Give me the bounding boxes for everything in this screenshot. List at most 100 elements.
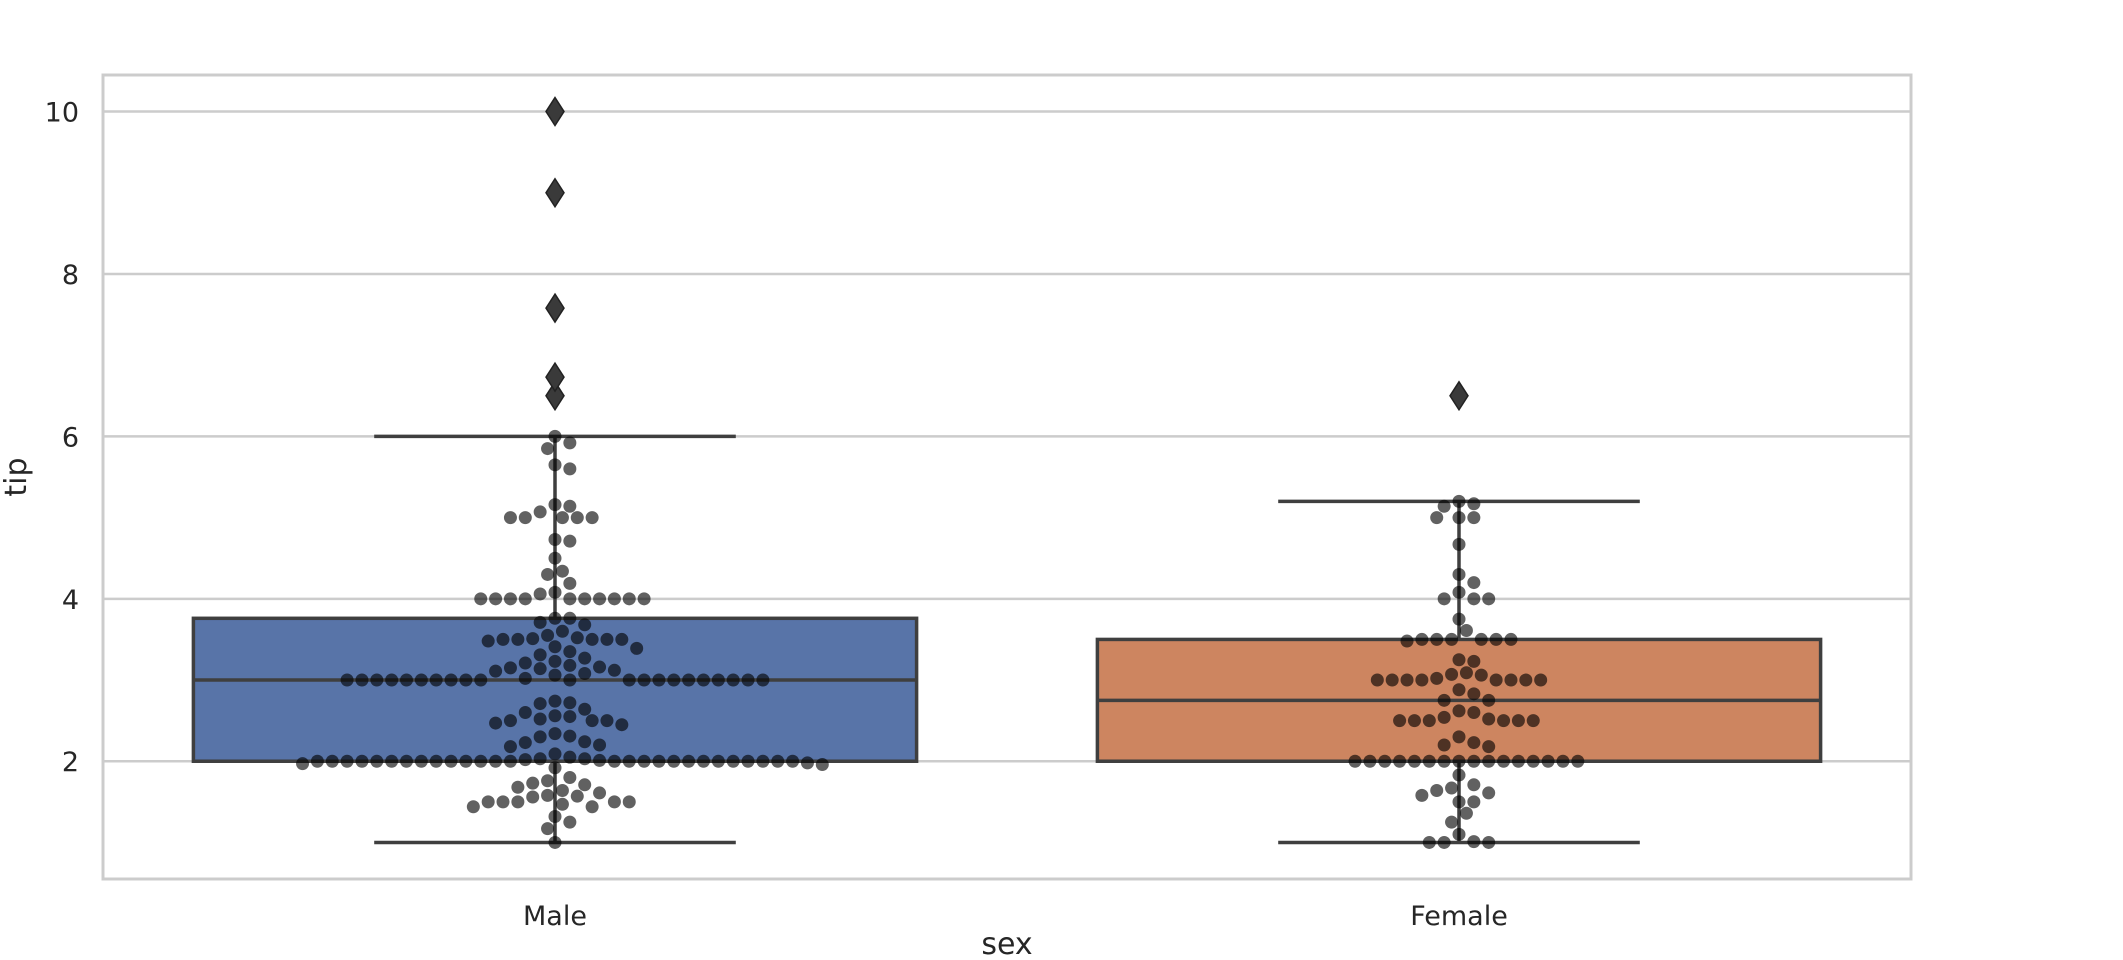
male-swarm-point	[503, 714, 517, 728]
female-swarm-point	[1482, 592, 1496, 606]
male-swarm-point	[548, 694, 562, 708]
female-swarm-point	[1415, 788, 1429, 802]
male-swarm-point	[637, 754, 651, 768]
x-tick-labels: Male Female	[523, 901, 1508, 932]
female-swarm-point	[1452, 795, 1466, 809]
male-swarm-point	[578, 618, 592, 632]
male-swarm-point	[607, 754, 621, 768]
male-swarm-point	[756, 673, 770, 687]
male-swarm-point	[533, 730, 547, 744]
male-swarm-point	[518, 511, 532, 525]
y-tick-label: 4	[62, 585, 79, 616]
male-swarm-point	[459, 673, 473, 687]
male-swarm-point	[726, 673, 740, 687]
female-swarm-point	[1467, 706, 1481, 720]
male-swarm-point	[593, 753, 607, 767]
female-swarm-point	[1415, 632, 1429, 646]
male-swarm-point	[578, 752, 592, 766]
female-outlier-marker	[1449, 380, 1469, 412]
male-swarm-point	[503, 754, 517, 768]
male-swarm-point	[563, 576, 577, 590]
female-swarm-point	[1452, 494, 1466, 508]
male-swarm-point	[615, 632, 629, 646]
male-swarm-point	[474, 673, 488, 687]
female-swarm-point	[1452, 612, 1466, 626]
male-swarm-point	[385, 754, 399, 768]
female-swarm-point	[1363, 754, 1377, 768]
male-swarm-point	[370, 754, 384, 768]
male-swarm-point	[563, 534, 577, 548]
male-swarm-point	[741, 673, 755, 687]
female-swarm-point	[1452, 537, 1466, 551]
male-swarm-point	[541, 788, 555, 802]
male-swarm-point	[548, 809, 562, 823]
male-swarm-point	[593, 738, 607, 752]
female-swarm-point	[1393, 754, 1407, 768]
male-swarm-point	[518, 656, 532, 670]
male-swarm-point	[593, 786, 607, 800]
female-swarm-point	[1452, 567, 1466, 581]
female-swarm-point	[1534, 673, 1548, 687]
y-axis-label: tip	[0, 457, 34, 496]
male-swarm-point	[489, 592, 503, 606]
male-swarm-point	[570, 789, 584, 803]
male-swarm-point	[622, 592, 636, 606]
male-swarm-point	[578, 592, 592, 606]
male-swarm-point	[489, 754, 503, 768]
male-swarm-point	[667, 754, 681, 768]
female-swarm-point	[1452, 754, 1466, 768]
female-swarm-point	[1445, 781, 1459, 795]
male-swarm-point	[578, 702, 592, 716]
male-swarm-point	[548, 654, 562, 668]
male-swarm-point	[630, 641, 644, 655]
male-outlier-marker	[545, 177, 565, 209]
box-layer	[191, 434, 1823, 845]
male-swarm-point	[585, 511, 599, 525]
female-swarm-point	[1571, 754, 1585, 768]
male-swarm-point	[563, 770, 577, 784]
female-swarm-point	[1526, 754, 1540, 768]
male-swarm-point	[593, 660, 607, 674]
female-swarm-point	[1393, 714, 1407, 728]
male-swarm-point	[563, 645, 577, 659]
male-swarm-point	[503, 592, 517, 606]
male-swarm-point	[400, 673, 413, 687]
male-swarm-point	[548, 585, 562, 599]
female-swarm-point	[1348, 754, 1362, 768]
female-swarm-point	[1467, 736, 1481, 750]
male-swarm-point	[697, 754, 710, 768]
male-outlier-marker	[545, 361, 565, 393]
male-swarm-point	[548, 611, 562, 625]
male-swarm-point	[511, 795, 525, 809]
female-swarm-point	[1482, 693, 1496, 707]
male-swarm-point	[548, 747, 562, 761]
male-swarm-point	[756, 754, 770, 768]
male-swarm-point	[563, 658, 577, 672]
female-swarm-point	[1459, 666, 1473, 680]
male-swarm-point	[355, 754, 369, 768]
male-swarm-point	[503, 661, 517, 675]
male-swarm-point	[511, 780, 525, 794]
female-swarm-point	[1497, 714, 1511, 728]
male-swarm-point	[548, 835, 562, 849]
female-swarm-point	[1519, 673, 1533, 687]
female-swarm-point	[1452, 827, 1466, 841]
male-swarm-point	[585, 800, 599, 814]
plot-frame	[101, 73, 1913, 881]
male-swarm-point	[697, 673, 710, 687]
x-tick-label: Male	[523, 901, 587, 932]
male-swarm-point	[667, 673, 681, 687]
female-swarm-point	[1497, 754, 1511, 768]
female-swarm-point	[1452, 585, 1466, 599]
male-outlier-marker	[545, 380, 565, 412]
male-swarm-point	[414, 754, 428, 768]
outlier-layer	[545, 96, 1469, 412]
male-swarm-point	[563, 729, 577, 743]
female-swarm-point	[1430, 632, 1444, 646]
male-swarm-point	[548, 640, 562, 654]
male-swarm-point	[533, 615, 547, 629]
male-swarm-point	[615, 718, 629, 732]
male-swarm-point	[518, 671, 532, 685]
male-swarm-point	[548, 498, 562, 512]
male-swarm-point	[652, 673, 666, 687]
